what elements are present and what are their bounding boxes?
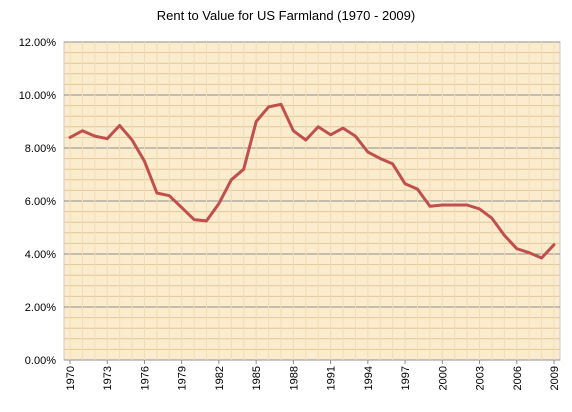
x-tick-label: 1994 xyxy=(363,366,375,390)
x-tick-label: 1997 xyxy=(400,366,412,390)
y-tick-label: 10.00% xyxy=(19,90,57,102)
x-tick-label: 1991 xyxy=(326,366,338,390)
x-tick-label: 1976 xyxy=(139,366,151,390)
y-tick-label: 2.00% xyxy=(25,302,56,314)
chart-title: Rent to Value for US Farmland (1970 - 20… xyxy=(156,8,416,23)
x-axis-ticks: 1970 1973 1976 1979 1982 1985 1988 1991 1994 1997… xyxy=(65,360,561,390)
x-tick-label: 1970 xyxy=(65,366,77,390)
x-tick-label: 2003 xyxy=(475,366,487,390)
x-tick-label: 1973 xyxy=(102,366,114,390)
x-tick-label: 2009 xyxy=(549,366,561,390)
x-tick-label: 1985 xyxy=(251,366,263,390)
x-tick-label: 2006 xyxy=(512,366,524,390)
y-tick-label: 6.00% xyxy=(25,196,56,208)
y-tick-label: 0.00% xyxy=(25,355,56,367)
y-axis-ticks: 0.00% 2.00% 4.00% 6.00% 8.00% 10.00% 12.00% xyxy=(19,37,57,367)
x-tick-label: 1982 xyxy=(214,366,226,390)
y-tick-label: 4.00% xyxy=(25,249,56,261)
y-tick-label: 8.00% xyxy=(25,143,56,155)
x-tick-label: 1988 xyxy=(288,366,300,390)
series-line xyxy=(68,102,556,260)
x-tick-label: 2000 xyxy=(437,366,449,390)
vertical-gridlines xyxy=(69,42,555,360)
x-tick-label: 1979 xyxy=(177,366,189,390)
y-tick-label: 12.00% xyxy=(19,37,57,49)
horizontal-gridlines xyxy=(64,41,560,361)
